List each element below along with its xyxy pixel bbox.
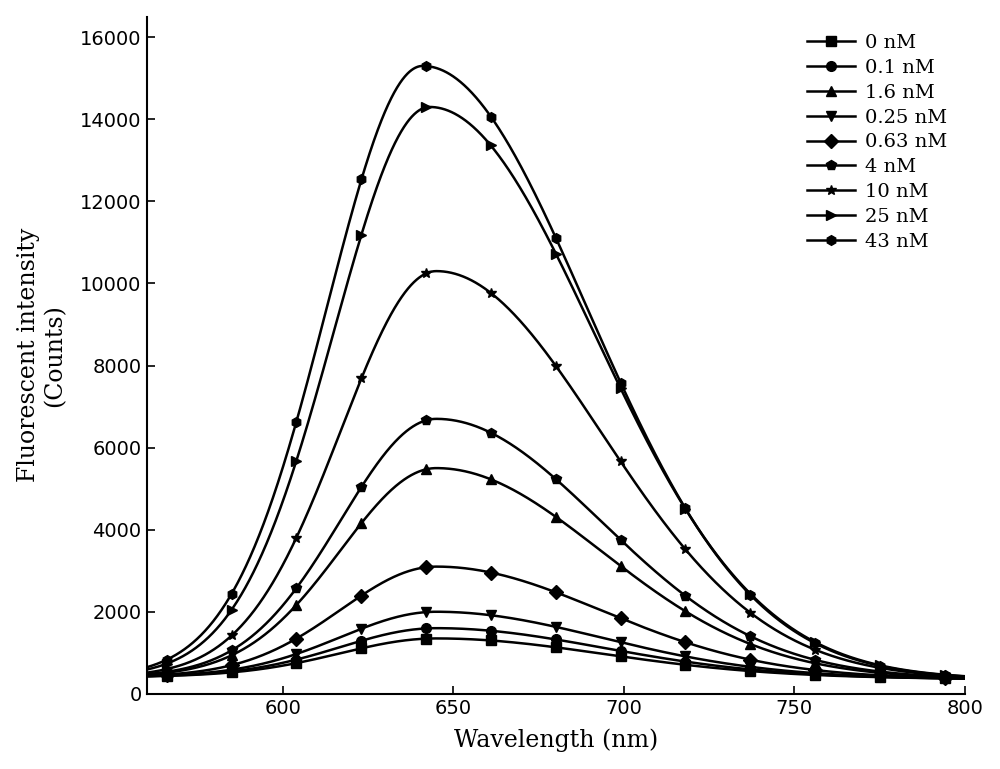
25 nM: [785, 624, 797, 633]
4 nM: [959, 673, 971, 682]
25 nM: [936, 670, 948, 679]
Line: 1.6 nM: 1.6 nM: [142, 463, 970, 683]
0 nM: [182, 671, 194, 680]
0.63 nM: [539, 584, 551, 593]
4 nM: [141, 670, 153, 679]
0 nM: [785, 669, 797, 678]
1.6 nM: [141, 670, 153, 679]
0.1 nM: [785, 668, 797, 677]
Line: 4 nM: 4 nM: [142, 414, 970, 682]
10 nM: [935, 671, 947, 680]
0.1 nM: [539, 633, 551, 642]
4 nM: [182, 663, 194, 672]
0.25 nM: [935, 674, 947, 683]
0.25 nM: [959, 674, 971, 683]
1.6 nM: [785, 653, 797, 662]
0.1 nM: [182, 670, 194, 679]
4 nM: [935, 672, 947, 681]
Line: 0 nM: 0 nM: [142, 634, 970, 684]
Y-axis label: Fluorescent intensity
(Counts): Fluorescent intensity (Counts): [17, 228, 66, 482]
0.1 nM: [517, 630, 529, 639]
0.1 nM: [936, 674, 948, 683]
0.63 nM: [517, 577, 529, 586]
0.25 nM: [785, 667, 797, 676]
0.1 nM: [141, 671, 153, 681]
43 nM: [936, 670, 948, 679]
X-axis label: Wavelength (nm): Wavelength (nm): [454, 729, 658, 752]
0.1 nM: [935, 674, 947, 683]
43 nM: [785, 624, 797, 634]
25 nM: [423, 102, 435, 112]
0 nM: [430, 634, 442, 643]
1.6 nM: [936, 672, 948, 681]
4 nM: [936, 672, 948, 681]
10 nM: [517, 320, 529, 329]
1.6 nM: [959, 673, 971, 682]
Line: 0.1 nM: 0.1 nM: [142, 624, 970, 684]
0.1 nM: [959, 674, 971, 683]
1.6 nM: [517, 491, 529, 500]
Line: 0.25 nM: 0.25 nM: [142, 607, 970, 684]
43 nM: [417, 62, 429, 71]
0.63 nM: [182, 668, 194, 677]
43 nM: [517, 166, 529, 175]
4 nM: [430, 414, 442, 424]
1.6 nM: [935, 672, 947, 681]
0.25 nM: [182, 670, 194, 679]
10 nM: [785, 634, 797, 644]
0 nM: [539, 641, 551, 651]
0.25 nM: [430, 608, 442, 617]
4 nM: [517, 448, 529, 458]
25 nM: [141, 665, 153, 674]
0 nM: [959, 674, 971, 684]
10 nM: [959, 672, 971, 681]
0.63 nM: [430, 562, 442, 571]
0.63 nM: [936, 673, 948, 682]
43 nM: [141, 663, 153, 672]
0.1 nM: [430, 624, 442, 633]
1.6 nM: [430, 464, 442, 473]
10 nM: [141, 668, 153, 677]
Line: 0.63 nM: 0.63 nM: [142, 561, 970, 683]
4 nM: [785, 648, 797, 657]
0.25 nM: [517, 616, 529, 625]
Line: 43 nM: 43 nM: [142, 61, 970, 681]
1.6 nM: [182, 664, 194, 674]
0 nM: [141, 672, 153, 681]
0.25 nM: [539, 620, 551, 629]
Line: 25 nM: 25 nM: [142, 102, 970, 681]
10 nM: [936, 671, 948, 680]
10 nM: [182, 658, 194, 667]
25 nM: [517, 188, 529, 198]
0.63 nM: [141, 671, 153, 681]
25 nM: [182, 648, 194, 657]
4 nM: [539, 465, 551, 474]
0.63 nM: [935, 673, 947, 682]
0.63 nM: [959, 674, 971, 683]
0.25 nM: [936, 674, 948, 683]
0.25 nM: [141, 671, 153, 681]
0 nM: [935, 674, 947, 683]
25 nM: [935, 670, 947, 679]
Line: 10 nM: 10 nM: [142, 266, 970, 681]
43 nM: [935, 670, 947, 679]
Legend: 0 nM, 0.1 nM, 1.6 nM, 0.25 nM, 0.63 nM, 4 nM, 10 nM, 25 nM, 43 nM: 0 nM, 0.1 nM, 1.6 nM, 0.25 nM, 0.63 nM, …: [799, 26, 955, 258]
10 nM: [430, 267, 442, 276]
0 nM: [517, 639, 529, 648]
25 nM: [539, 228, 551, 237]
25 nM: [959, 671, 971, 681]
43 nM: [539, 210, 551, 219]
10 nM: [539, 347, 551, 356]
43 nM: [182, 642, 194, 651]
1.6 nM: [539, 504, 551, 514]
43 nM: [959, 672, 971, 681]
0.63 nM: [785, 662, 797, 671]
0 nM: [936, 674, 948, 683]
